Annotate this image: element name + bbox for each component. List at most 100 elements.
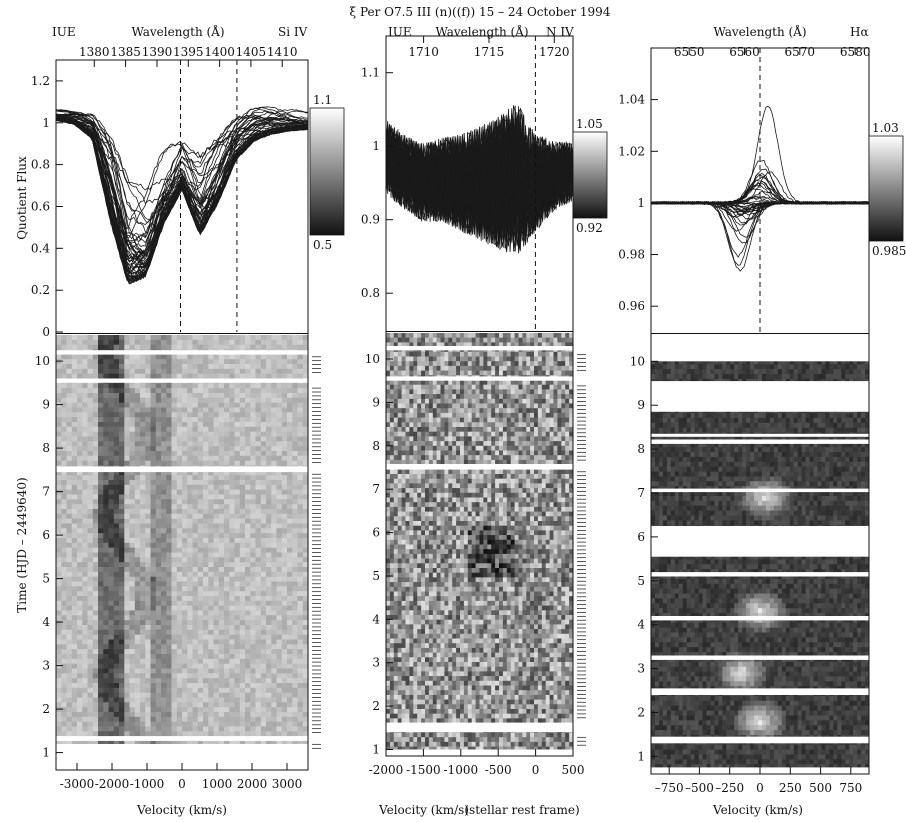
heatmap-cell	[176, 741, 183, 744]
heatmap-cell	[166, 494, 173, 500]
heatmap-cell	[428, 351, 434, 358]
heatmap-cell	[124, 600, 131, 607]
heatmap-cell	[66, 533, 73, 539]
heatmap-cell	[129, 528, 136, 534]
heatmap-cell	[260, 504, 267, 510]
heatmap-cell	[92, 726, 99, 732]
heatmap-cell	[545, 356, 551, 362]
heatmap-cell	[460, 342, 465, 348]
heatmap-cell	[82, 475, 89, 481]
heatmap-cell	[530, 370, 535, 376]
heatmap-cell	[176, 581, 183, 587]
heatmap-cell	[187, 364, 194, 370]
heatmap-cell	[213, 446, 220, 452]
heatmap-cell	[389, 333, 395, 339]
heatmap-cell	[297, 629, 304, 636]
heatmap-cell	[140, 697, 146, 703]
heatmap-cell	[150, 426, 157, 433]
heatmap-cell	[276, 393, 283, 399]
heatmap-cell	[271, 455, 278, 462]
heatmap-cell	[213, 460, 220, 467]
heatmap-cell	[197, 455, 204, 462]
heatmap-cell	[124, 538, 131, 544]
heatmap-cell	[245, 436, 251, 442]
heatmap-cell	[171, 499, 178, 505]
heatmap-cell	[425, 356, 430, 362]
heatmap-cell	[218, 368, 225, 375]
heatmap-cell	[134, 654, 141, 660]
heatmap-cell	[224, 354, 230, 360]
heatmap-cell	[187, 470, 194, 476]
heatmap-cell	[281, 716, 288, 723]
heatmap-cell	[250, 654, 257, 660]
heatmap-cell	[292, 751, 298, 756]
heatmap-cell	[192, 538, 199, 544]
heatmap-cell	[171, 654, 178, 660]
heatmap-cell	[166, 509, 173, 515]
heatmap-cell	[260, 721, 267, 728]
heatmap-cell	[113, 552, 120, 558]
heatmap-cell	[129, 542, 136, 549]
heatmap-cell	[161, 388, 167, 394]
heatmap-cell	[145, 663, 152, 670]
heatmap-cell	[297, 610, 304, 616]
heatmap-cell	[487, 333, 492, 339]
heatmap-cell	[176, 629, 183, 636]
heatmap-cell	[483, 384, 488, 390]
heatmap-cell	[463, 380, 469, 386]
heatmap-cell	[187, 591, 194, 597]
heatmap-cell	[208, 397, 215, 404]
heatmap-cell	[250, 504, 257, 510]
heatmap-cell	[250, 707, 257, 713]
heatmap-cell	[113, 368, 120, 375]
heatmap-cell	[92, 518, 99, 525]
heatmap-cell	[245, 523, 251, 529]
heatmap-cell	[82, 581, 89, 587]
heatmap-cell	[245, 368, 251, 375]
heatmap-cell	[255, 364, 262, 370]
heatmap-cell	[530, 333, 535, 339]
heatmap-cell	[113, 644, 120, 650]
heatmap-cell	[155, 538, 162, 544]
heatmap-cell	[134, 557, 141, 563]
heatmap-cell	[208, 625, 215, 631]
heatmap-cell	[510, 384, 516, 390]
heatmap-cell	[182, 620, 188, 626]
heatmap-cell	[61, 402, 68, 409]
heatmap-cell	[213, 639, 220, 645]
heatmap-cell	[130, 756, 136, 761]
heatmap-cell	[150, 741, 157, 744]
heatmap-cell	[77, 388, 83, 394]
heatmap-cell	[271, 639, 278, 645]
heatmap-cell	[108, 712, 115, 718]
heatmap-cell	[271, 625, 278, 631]
heatmap-cell	[77, 344, 83, 351]
heatmap-cell	[302, 470, 308, 476]
heatmap-cell	[234, 731, 241, 737]
heatmap-cell	[239, 678, 246, 684]
heatmap-cell	[124, 683, 131, 689]
heatmap-cell	[271, 339, 278, 346]
heatmap-cell	[203, 344, 209, 351]
heatmap-cell	[56, 756, 62, 761]
heatmap-cell	[61, 436, 68, 442]
heatmap-cell	[224, 451, 230, 457]
heatmap-cell	[108, 446, 115, 452]
heatmap-cell	[161, 475, 167, 481]
heatmap-cell	[61, 339, 68, 346]
heatmap-cell	[192, 523, 199, 529]
heatmap-cell	[150, 489, 157, 496]
heatmap-cell	[250, 509, 257, 515]
ylabel-time: Time (HJD – 2449640)	[15, 477, 29, 612]
heatmap-cell	[239, 731, 246, 737]
heatmap-cell	[506, 351, 512, 358]
heatmap-cell	[234, 552, 241, 558]
heatmap-cell	[124, 581, 131, 587]
heatmap-cell	[197, 567, 204, 573]
heatmap-cell	[234, 741, 241, 744]
heatmap-cell	[92, 412, 99, 418]
heatmap-cell	[224, 533, 230, 539]
heatmap-cell	[192, 687, 199, 694]
heatmap-cell	[171, 335, 178, 341]
heatmap-cell	[134, 451, 141, 457]
